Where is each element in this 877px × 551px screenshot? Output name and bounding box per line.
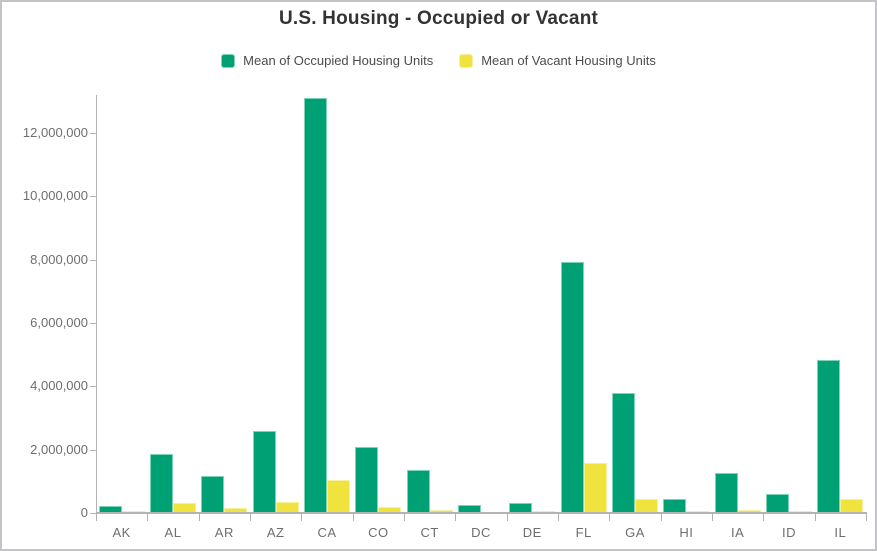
bar-occupied-CA[interactable] — [304, 97, 327, 513]
x-axis-line — [96, 512, 867, 514]
bar-vacant-IL[interactable] — [840, 499, 864, 513]
y-axis-tick — [90, 133, 96, 134]
legend-label: Mean of Occupied Housing Units — [243, 53, 434, 68]
x-axis-tick — [609, 514, 611, 521]
bar-occupied-AK[interactable] — [98, 505, 122, 513]
bar-occupied-FL[interactable] — [560, 261, 584, 513]
x-axis-tick — [404, 514, 405, 521]
y-axis-tick — [90, 323, 96, 324]
y-axis-tick-label: 2,000,000 — [30, 441, 88, 457]
x-axis-tick — [455, 514, 457, 521]
legend-swatch-icon — [221, 53, 236, 68]
bar-occupied-DC[interactable] — [458, 505, 481, 513]
x-axis-tick-label: CO — [368, 525, 389, 540]
legend: Mean of Occupied Housing Units Mean of Va… — [2, 53, 875, 68]
y-axis-tick-label: 10,000,000 — [22, 188, 88, 204]
x-axis-tick-label: ID — [781, 525, 796, 540]
x-axis-tick — [198, 514, 200, 521]
bar-occupied-CO[interactable] — [355, 447, 379, 513]
legend-item-1[interactable]: Mean of Vacant Housing Units — [459, 53, 656, 68]
x-axis-tick-label: AL — [164, 525, 182, 540]
y-axis-line — [96, 95, 97, 513]
bar-occupied-AR[interactable] — [201, 476, 225, 513]
bar-vacant-CA[interactable] — [327, 479, 350, 513]
x-axis-tick-label: IL — [834, 525, 847, 540]
x-axis-tick-label: DE — [522, 525, 542, 540]
bar-occupied-CT[interactable] — [406, 470, 430, 513]
x-axis-tick — [660, 514, 662, 521]
legend-swatch-icon — [459, 53, 474, 68]
y-axis-tick-label: 4,000,000 — [30, 378, 88, 394]
x-axis-tick-label: HI — [679, 525, 694, 540]
x-axis-tick — [301, 514, 303, 521]
y-axis-tick — [90, 449, 96, 451]
x-axis-tick-label: DC — [471, 525, 491, 540]
x-axis-tick — [866, 514, 867, 521]
x-axis-tick-label: AZ — [266, 525, 285, 540]
x-axis-tick-label: IA — [731, 525, 745, 540]
bar-vacant-AR[interactable] — [224, 507, 248, 513]
bar-occupied-AZ[interactable] — [252, 430, 276, 513]
legend-item-0[interactable]: Mean of Occupied Housing Units — [221, 53, 433, 68]
bar-occupied-DE[interactable] — [509, 502, 533, 513]
x-axis-tick-label: CT — [420, 525, 439, 540]
x-axis-tick-label: AK — [112, 525, 131, 540]
x-axis-tick — [96, 514, 97, 521]
x-axis-tick-label: CA — [317, 525, 337, 540]
legend-label: Mean of Vacant Housing Units — [481, 53, 656, 68]
x-axis-tick — [506, 514, 508, 521]
bar-occupied-GA[interactable] — [612, 392, 635, 513]
x-axis-tick — [814, 514, 816, 521]
y-axis-tick-label: 12,000,000 — [22, 125, 88, 140]
y-axis-tick — [90, 386, 96, 388]
x-axis-tick-label: FL — [575, 525, 592, 540]
x-axis-tick — [352, 514, 354, 521]
y-axis-tick-label: 6,000,000 — [30, 315, 88, 330]
x-axis-tick — [147, 514, 149, 521]
bar-occupied-ID[interactable] — [766, 494, 789, 513]
y-axis-tick-label: 8,000,000 — [30, 251, 88, 267]
bar-vacant-GA[interactable] — [635, 499, 658, 513]
bar-vacant-AL[interactable] — [173, 502, 196, 513]
bar-occupied-HI[interactable] — [663, 499, 687, 513]
bar-vacant-FL[interactable] — [583, 462, 607, 513]
x-axis-tick — [712, 514, 713, 521]
x-axis-tick-label: AR — [214, 525, 234, 540]
bar-vacant-IA[interactable] — [737, 510, 761, 513]
x-axis-tick — [250, 514, 251, 521]
bar-occupied-AL[interactable] — [150, 454, 173, 513]
x-axis-tick — [763, 514, 765, 521]
bar-occupied-IL[interactable] — [817, 359, 841, 513]
chart-title: U.S. Housing - Occupied or Vacant — [278, 8, 599, 29]
x-axis-tick-label: GA — [625, 525, 645, 540]
x-axis-tick — [558, 514, 559, 521]
y-axis-tick — [90, 513, 96, 514]
y-axis-tick — [90, 259, 96, 261]
bar-vacant-AZ[interactable] — [275, 501, 299, 513]
bar-vacant-CO[interactable] — [378, 507, 402, 513]
bar-vacant-CT[interactable] — [429, 510, 453, 513]
y-axis-tick — [90, 196, 96, 198]
bar-occupied-IA[interactable] — [714, 473, 738, 513]
y-axis-tick-label: 0 — [80, 505, 88, 520]
